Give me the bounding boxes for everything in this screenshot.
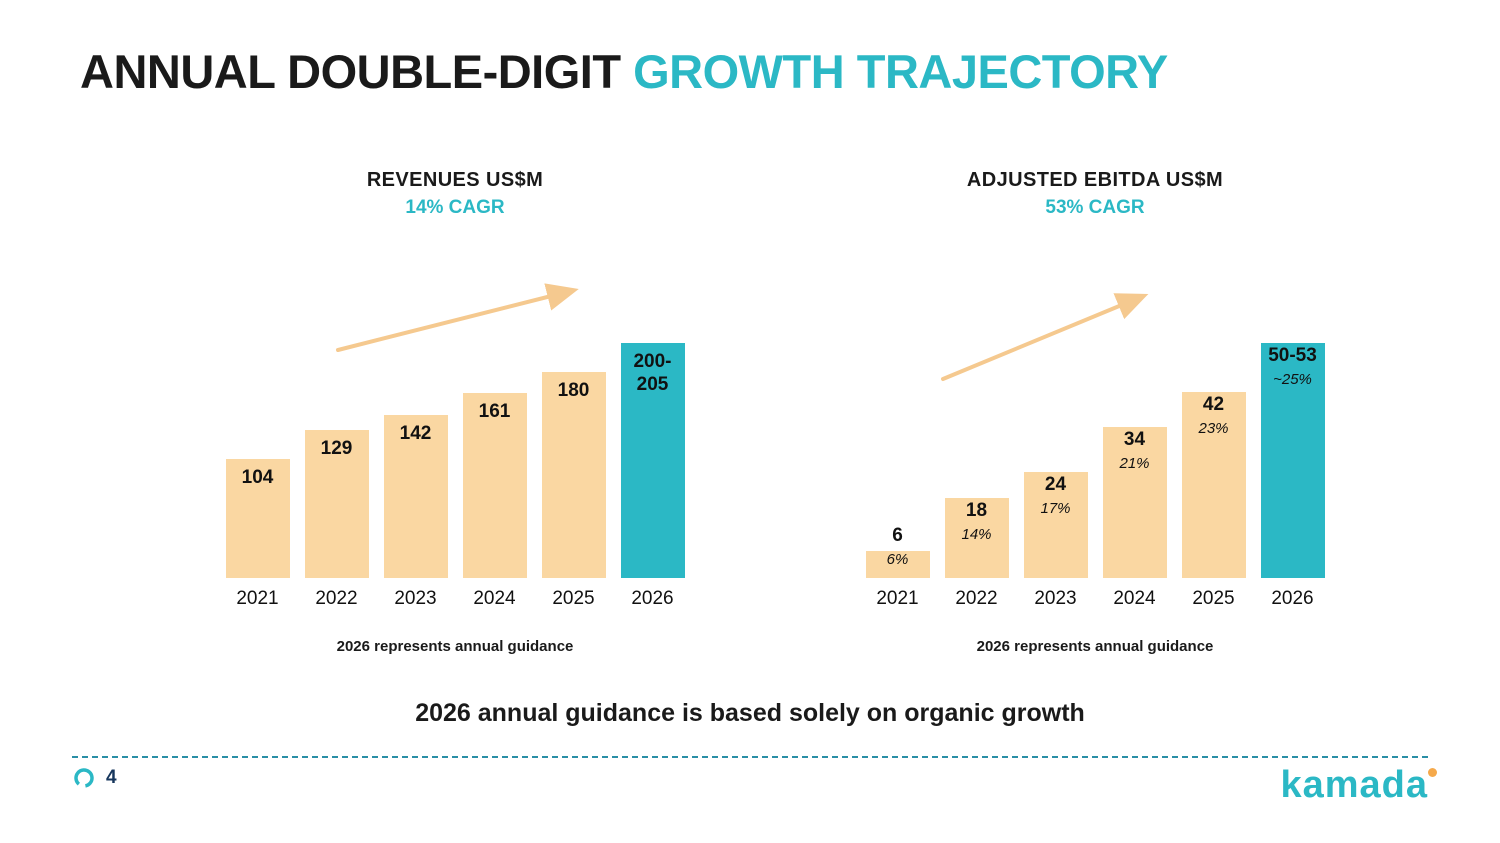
growth-arrow-icon bbox=[336, 283, 579, 353]
bar bbox=[865, 551, 930, 579]
bar-value-label: 6 6% bbox=[886, 525, 909, 568]
bar bbox=[1102, 427, 1167, 579]
bar bbox=[383, 415, 448, 579]
kamada-logo-text: kamada bbox=[1280, 764, 1428, 807]
x-axis-label: 2023 bbox=[394, 588, 437, 610]
growth-arrow-icon bbox=[941, 293, 1149, 382]
bar-value-label: 129 bbox=[320, 438, 353, 460]
footer: 4 kamada bbox=[0, 758, 1500, 804]
bar bbox=[462, 393, 527, 579]
bar-column: 18 14% bbox=[944, 343, 1009, 579]
bar-value-label: 50-53 ~25% bbox=[1268, 345, 1317, 388]
charts-row: REVENUES US$M 14% CAGR 104 129 142 161 180 20… bbox=[0, 169, 1500, 655]
bar bbox=[944, 498, 1009, 579]
bar-value-label: 142 bbox=[399, 423, 432, 445]
revenues-plot-area: 104 129 142 161 180 200-205 bbox=[165, 283, 745, 579]
page-number: 4 bbox=[106, 767, 117, 789]
title-teal-part: GROWTH TRAJECTORY bbox=[633, 45, 1168, 98]
bar-value-label: 161 bbox=[478, 401, 511, 423]
revenues-caption: 2026 represents annual guidance bbox=[336, 638, 574, 656]
bar-value-label: 180 bbox=[557, 380, 590, 402]
title-black-part: ANNUAL DOUBLE-DIGIT bbox=[80, 45, 621, 98]
bar bbox=[225, 459, 290, 579]
ebitda-x-axis: 2021 2022 2023 2024 2025 2026 bbox=[805, 588, 1385, 610]
bar-column: 104 bbox=[225, 343, 290, 579]
bar-value-label: 104 bbox=[241, 467, 274, 489]
x-axis-label: 2025 bbox=[1192, 588, 1235, 610]
bar-2026-highlight bbox=[1260, 343, 1325, 579]
revenues-x-axis: 2021 2022 2023 2024 2025 2026 bbox=[165, 588, 745, 610]
footer-divider bbox=[72, 756, 1428, 759]
bar bbox=[304, 430, 369, 579]
revenues-cagr-label: 14% CAGR bbox=[405, 197, 505, 219]
bar bbox=[1181, 392, 1246, 579]
x-axis-label: 2024 bbox=[473, 588, 516, 610]
page-title: ANNUAL DOUBLE-DIGIT GROWTH TRAJECTORY bbox=[80, 45, 1500, 99]
kamada-mark-icon bbox=[74, 768, 94, 788]
bar-column: 200-205 bbox=[620, 343, 685, 579]
x-axis-label: 2023 bbox=[1034, 588, 1077, 610]
logo-dot-icon bbox=[1428, 768, 1437, 778]
x-axis-label: 2021 bbox=[876, 588, 919, 610]
x-axis-label: 2022 bbox=[955, 588, 998, 610]
x-axis-label: 2021 bbox=[236, 588, 279, 610]
bar bbox=[541, 372, 606, 579]
bar-column: 142 bbox=[383, 343, 448, 579]
bar-value-label: 34 21% bbox=[1119, 429, 1150, 472]
ebitda-bars: 6 6% 18 14% 24 17% 34 21% 42 23% 50-53 ~25% bbox=[805, 343, 1385, 579]
x-axis-label: 2026 bbox=[1271, 588, 1314, 610]
bar-column: 161 bbox=[462, 343, 527, 579]
bar-value-label: 42 23% bbox=[1198, 394, 1229, 437]
x-axis-label: 2024 bbox=[1113, 588, 1156, 610]
ebitda-cagr-label: 53% CAGR bbox=[1045, 197, 1145, 219]
revenues-chart-title: REVENUES US$M bbox=[366, 169, 544, 192]
footer-left: 4 bbox=[72, 766, 117, 790]
ebitda-chart-title: ADJUSTED EBITDA US$M bbox=[966, 169, 1224, 192]
revenues-bars: 104 129 142 161 180 200-205 bbox=[165, 343, 745, 579]
bar-column: 34 21% bbox=[1102, 343, 1167, 579]
ebitda-chart: ADJUSTED EBITDA US$M 53% CAGR 6 6% 18 14% 24… bbox=[805, 169, 1385, 655]
ebitda-plot-area: 6 6% 18 14% 24 17% 34 21% 42 23% 50-53 ~25% bbox=[805, 293, 1385, 579]
bar-2026-highlight bbox=[620, 343, 685, 579]
bar-column: 180 bbox=[541, 343, 606, 579]
bar-value-label: 18 14% bbox=[961, 500, 992, 543]
revenues-chart: REVENUES US$M 14% CAGR 104 129 142 161 180 20… bbox=[165, 169, 745, 655]
x-axis-label: 2026 bbox=[631, 588, 674, 610]
bar-value-label: 200-205 bbox=[633, 351, 672, 395]
bar-value-label: 24 17% bbox=[1040, 474, 1071, 517]
x-axis-label: 2022 bbox=[315, 588, 358, 610]
ebitda-caption: 2026 represents annual guidance bbox=[976, 638, 1214, 656]
bar-column: 42 23% bbox=[1181, 343, 1246, 579]
bar-column: 24 17% bbox=[1023, 343, 1088, 579]
bar-column: 50-53 ~25% bbox=[1260, 343, 1325, 579]
guidance-statement: 2026 annual guidance is based solely on … bbox=[415, 699, 1085, 728]
bar-column: 6 6% bbox=[865, 343, 930, 579]
x-axis-label: 2025 bbox=[552, 588, 595, 610]
kamada-logo: kamada bbox=[1280, 764, 1437, 807]
bar-column: 129 bbox=[304, 343, 369, 579]
bar bbox=[1023, 472, 1088, 579]
